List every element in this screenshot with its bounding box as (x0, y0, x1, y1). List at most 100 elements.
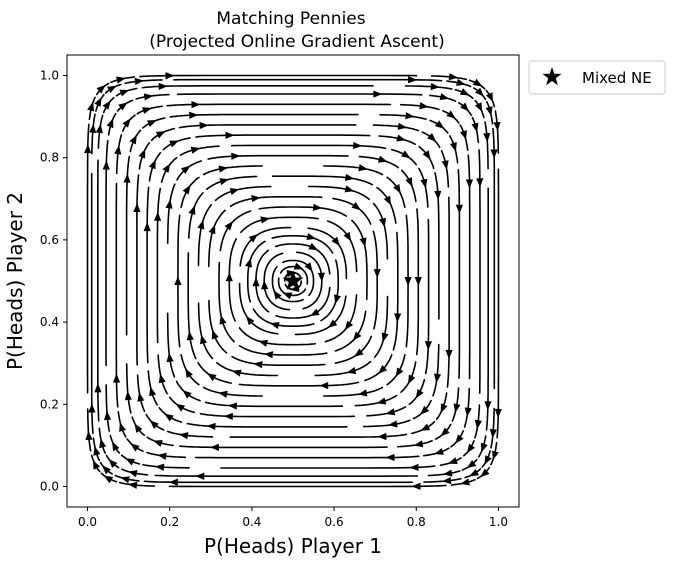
stream-line (157, 354, 168, 395)
stream-arrow (224, 221, 234, 231)
stream-arrow (134, 423, 143, 433)
stream-line (238, 345, 328, 356)
x-tick-label: 0.8 (407, 515, 426, 529)
stream-arrow (208, 224, 216, 235)
stream-arrow (480, 442, 488, 453)
stream-arrow (185, 368, 193, 379)
stream-arrow (359, 237, 367, 248)
stream-arrow (310, 308, 320, 317)
stream-arrow (175, 403, 186, 412)
stream-arrow (158, 82, 168, 91)
stream-arrow (385, 453, 395, 462)
stream-arrow (227, 402, 238, 410)
stream-arrow (440, 403, 448, 414)
stream-line (117, 411, 127, 438)
stream-arrow (459, 88, 470, 96)
stream-arrow (106, 118, 114, 129)
stream-line (238, 327, 316, 346)
stream-arrow (396, 134, 406, 142)
stream-arrow (464, 407, 472, 417)
stream-line (124, 79, 163, 85)
stream-arrow (260, 216, 270, 224)
stream-arrow (354, 348, 364, 357)
stream-arrow (474, 419, 482, 430)
legend-box (528, 60, 666, 95)
stream-arrow (244, 257, 252, 268)
stream-line (218, 261, 235, 343)
stream-arrow (84, 144, 92, 154)
stream-arrow (166, 352, 174, 363)
stream-arrow (119, 422, 126, 432)
stream-arrow (112, 373, 121, 383)
stream-arrow (388, 420, 398, 428)
stream-arrow (319, 381, 329, 390)
stream-line (404, 85, 453, 90)
stream-arrow (219, 314, 227, 325)
stream-line (351, 219, 368, 301)
stream-arrow (489, 428, 497, 439)
stream-arrow (358, 164, 368, 172)
stream-arrow (149, 386, 157, 397)
stream-line (376, 186, 397, 224)
stream-line (97, 159, 100, 422)
stream-arrow (199, 121, 209, 130)
stream-line (202, 386, 263, 397)
stream-line (136, 374, 146, 412)
stream-arrow (409, 463, 419, 471)
stream-arrow (455, 434, 464, 444)
stream-arrow (207, 373, 217, 382)
y-axis-ticks: 0.0 0.2 0.4 0.6 0.8 1.0 (40, 69, 67, 493)
stream-line (255, 249, 270, 313)
stream-arrow (439, 93, 450, 101)
stream-line (397, 439, 433, 448)
stream-line (323, 165, 384, 176)
legend-star-icon (542, 67, 562, 86)
stream-arrow (441, 160, 449, 170)
x-tick-label: 0.0 (78, 515, 97, 529)
stream-arrow (352, 331, 362, 341)
stream-line (195, 134, 371, 138)
stream-arrow (460, 102, 469, 112)
stream-arrow (155, 463, 165, 471)
stream-line (314, 360, 372, 377)
stream-line (485, 187, 489, 431)
stream-arrow (186, 331, 194, 341)
stream-arrow (312, 203, 323, 211)
stream-arrow (490, 149, 498, 159)
stream-arrow (104, 410, 112, 421)
stream-arrow (137, 392, 145, 402)
stream-line (448, 135, 459, 164)
stream-arrow (377, 155, 388, 163)
stream-line (125, 363, 132, 414)
stream-line (364, 354, 393, 382)
stream-line (90, 172, 94, 435)
stream-arrow (133, 203, 141, 213)
stream-arrow (102, 465, 111, 475)
stream-line (471, 116, 480, 144)
stream-arrow (494, 408, 502, 418)
stream-line (202, 165, 263, 176)
stream-arrow (148, 159, 156, 170)
stream-line (91, 113, 96, 155)
stream-line (372, 124, 420, 132)
stream-arrow (411, 482, 421, 490)
stream-arrow (218, 165, 229, 173)
stream-arrow (466, 460, 477, 469)
stream-arrow (96, 84, 106, 94)
stream-arrow (178, 432, 189, 440)
stream-arrow (89, 123, 97, 134)
stream-line (207, 154, 349, 160)
stream-line (238, 282, 279, 335)
stream-arrow (373, 90, 383, 98)
stream-line (105, 384, 111, 432)
stream-arrow (344, 185, 355, 193)
stream-arrow (143, 222, 151, 232)
stream-line (154, 474, 419, 477)
stream-line (258, 206, 348, 217)
stream-arrow (143, 93, 154, 101)
stream-arrow (351, 201, 361, 211)
stream-line (418, 167, 429, 208)
stream-arrow (381, 332, 389, 343)
y-tick-label: 0.2 (40, 397, 59, 411)
stream-line (146, 186, 150, 364)
